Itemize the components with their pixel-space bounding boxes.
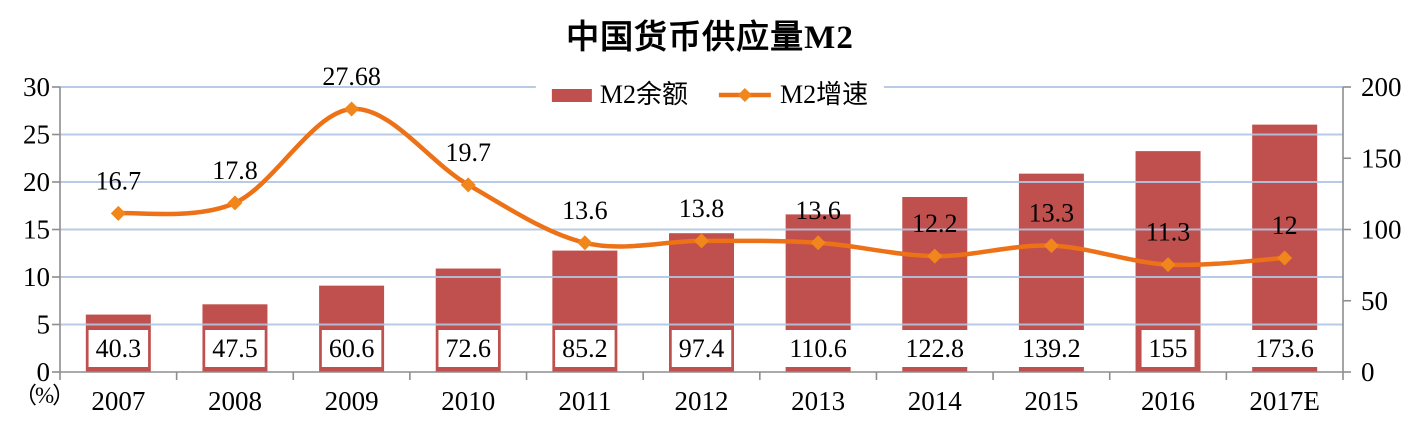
right-axis-tick-label: 200: [1361, 72, 1402, 102]
line-marker-2010: [460, 177, 476, 193]
x-axis-label: 2011: [558, 386, 611, 416]
line-value-label: 16.7: [96, 166, 142, 195]
line-marker-2013: [810, 235, 826, 251]
line-marker-2015: [1043, 238, 1059, 254]
bar-value-label: 85.2: [562, 334, 608, 363]
line-marker-2012: [694, 233, 709, 249]
line-markers-group: [110, 101, 1293, 273]
bar-value-box: [898, 330, 972, 367]
bar-value-box: [88, 330, 149, 367]
line-value-label: 13.6: [562, 196, 608, 225]
bar-value-box: [1141, 330, 1195, 367]
legend-item-m2-balance: M2余额: [551, 80, 688, 110]
line-series-swatch-icon: [719, 88, 771, 103]
bar-value-box: [555, 330, 615, 367]
bar-value-label: 110.6: [789, 334, 847, 363]
legend: M2余额 M2增速: [535, 79, 885, 112]
line-value-label: 27.68: [322, 62, 381, 91]
line-marker-2009: [344, 101, 360, 117]
x-axis-label: 2010: [441, 386, 495, 416]
chart-title: 中国货币供应量M2: [566, 20, 854, 56]
x-axis-label: 2007: [91, 386, 145, 416]
axes-group: [52, 86, 1351, 380]
left-axis-tick-label: 10: [23, 262, 50, 292]
line-value-label: 13.6: [795, 196, 841, 225]
left-axis-tick-label: 5: [37, 310, 51, 340]
axis-labels-group: 0 5 10 15 20 25 30 0 50 100 150 200 2007 2008 2009 2010…: [23, 72, 1402, 416]
line-marker-2007: [110, 205, 126, 221]
line-value-labels-group: 16.7 17.8 27.68 19.7 13.6 13.8 13.6 12.2 13.3 11.…: [96, 62, 1298, 247]
line-value-label: 12: [1272, 211, 1298, 240]
line-marker-2014: [927, 248, 943, 264]
line-marker-2016: [1160, 257, 1176, 273]
bar-value-label: 40.3: [96, 334, 142, 363]
right-axis-tick-label: 50: [1361, 286, 1388, 316]
line-value-label: 13.8: [679, 194, 725, 223]
bar-value-box: [782, 330, 854, 367]
x-axis-label: 2008: [208, 386, 262, 416]
line-value-label: 11.3: [1146, 218, 1191, 247]
bar-value-boxes-group: 40.3 47.5 60.6 72.6 85.2 97.4 110.6 122.8 139.2 1…: [88, 330, 1321, 367]
line-value-label: 13.3: [1029, 199, 1075, 228]
right-axis-tick-label: 150: [1361, 143, 1402, 173]
left-axis-tick-label: 15: [23, 215, 50, 245]
line-marker-2008: [227, 195, 243, 211]
line-value-label: 17.8: [212, 156, 258, 185]
bar-value-label: 122.8: [906, 334, 965, 363]
x-axis-label: 2017E: [1249, 386, 1320, 416]
line-value-label: 19.7: [445, 138, 491, 167]
bar-value-label: 97.4: [679, 334, 725, 363]
x-axis-label: 2012: [675, 386, 729, 416]
left-axis-tick-label: 25: [23, 120, 50, 150]
legend-label-m2-balance: M2余额: [599, 80, 688, 109]
legend-item-m2-growth: M2增速: [718, 80, 869, 110]
bar-value-label: 173.6: [1255, 334, 1314, 363]
right-axis-tick-label: 0: [1361, 357, 1375, 387]
line-marker-2011: [577, 235, 593, 251]
bar-series-swatch-icon: [551, 88, 592, 102]
bar-value-label: 139.2: [1022, 334, 1081, 363]
bar-value-box: [671, 330, 732, 367]
growth-line: [116, 106, 1287, 268]
bar-value-box: [1248, 330, 1321, 367]
x-axis-label: 2013: [791, 386, 845, 416]
x-axis-label: 2016: [1141, 386, 1195, 416]
left-axis-tick-label: 20: [23, 167, 50, 197]
x-axis-label: 2015: [1024, 386, 1078, 416]
right-axis-tick-label: 100: [1361, 215, 1402, 245]
x-axis-label: 2014: [908, 386, 963, 416]
left-axis-unit-label: （%）: [14, 383, 75, 408]
bar-value-label: 72.6: [445, 334, 491, 363]
bar-value-box: [438, 330, 498, 367]
bar-value-label: 47.5: [212, 334, 258, 363]
legend-label-m2-growth: M2增速: [780, 80, 869, 109]
bar-value-box: [205, 330, 265, 367]
bar-value-box: [321, 330, 382, 367]
line-value-label: 12.2: [912, 209, 958, 238]
x-axis-label: 2009: [325, 386, 379, 416]
bar-value-label: 155: [1149, 334, 1188, 363]
gridlines-group: [60, 86, 1343, 326]
bar-value-label: 60.6: [329, 334, 375, 363]
line-marker-2017E: [1277, 250, 1293, 266]
left-axis-tick-label: 30: [23, 72, 50, 102]
left-axis-tick-label: 0: [37, 357, 51, 387]
bar-value-box: [1015, 330, 1088, 367]
